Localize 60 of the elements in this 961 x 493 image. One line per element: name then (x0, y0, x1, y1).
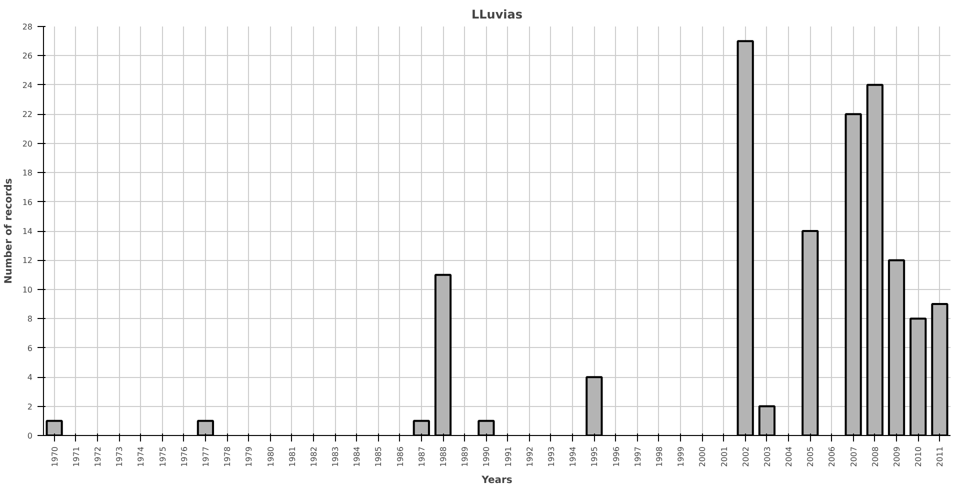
x-tick-label: 2010 (914, 446, 924, 467)
x-tick-label: 2004 (784, 446, 794, 467)
y-tick-label: 2 (27, 402, 33, 412)
x-tick-label: 1986 (396, 446, 405, 467)
x-tick-label: 2003 (762, 446, 772, 467)
x-tick-label: 1991 (504, 446, 513, 467)
x-tick-label: 1977 (201, 446, 210, 467)
x-tick-label: 2005 (806, 446, 816, 467)
x-tick-label: 2009 (892, 446, 902, 467)
x-tick-label: 1972 (93, 446, 102, 467)
x-tick-label: 1990 (482, 446, 492, 467)
y-tick-label: 20 (22, 139, 33, 148)
y-tick-label: 8 (27, 314, 33, 324)
x-tick-label: 2002 (741, 446, 750, 467)
x-tick-label: 2000 (698, 446, 708, 467)
x-tick-label: 1987 (417, 446, 426, 467)
y-tick-label: 4 (27, 373, 33, 382)
x-tick-label: 2008 (870, 446, 880, 467)
x-tick-label: 1978 (223, 446, 232, 467)
chart-title: LLuvias (471, 8, 523, 22)
x-tick-label: 1992 (525, 446, 534, 467)
x-tick-label: 1994 (568, 446, 578, 467)
x-tick-label: 1999 (676, 446, 686, 467)
y-tick-label: 6 (27, 344, 33, 353)
x-tick-label: 2011 (936, 446, 945, 467)
x-tick-label: 1998 (654, 446, 664, 467)
x-tick-label: 1974 (136, 446, 146, 467)
x-tick-label: 1971 (72, 446, 81, 467)
x-tick-label: 1979 (244, 446, 254, 467)
x-tick-label: 1988 (439, 446, 448, 467)
x-tick-label: 1975 (158, 446, 168, 467)
x-tick-label: 1997 (633, 446, 642, 467)
y-tick-label: 18 (22, 168, 33, 178)
y-tick-label: 0 (27, 432, 33, 440)
x-tick-label: 1996 (612, 446, 621, 467)
x-tick-label: 1995 (590, 446, 600, 467)
y-tick-label: 24 (22, 80, 33, 90)
y-tick-label: 14 (22, 227, 33, 236)
y-tick-label: 10 (22, 285, 33, 294)
y-tick-label: 28 (22, 22, 33, 32)
y-tick-label: 12 (22, 256, 33, 266)
y-axis-title: Number of records (3, 178, 14, 284)
x-tick-label: 1981 (288, 446, 297, 467)
x-tick-label: 1984 (352, 446, 362, 467)
x-tick-label: 1985 (374, 446, 384, 467)
x-tick-label: 1983 (331, 446, 340, 467)
y-tick-label: 16 (22, 198, 33, 207)
x-tick-label: 1982 (309, 446, 318, 467)
x-tick-label: 1973 (115, 446, 124, 467)
x-tick-label: 1980 (266, 446, 276, 467)
y-tick-label: 26 (22, 52, 33, 61)
x-tick-label: 1993 (546, 446, 556, 467)
x-tick-label: 1976 (180, 446, 189, 467)
x-tick-label: 1970 (50, 446, 60, 467)
x-tick-label: 1989 (460, 446, 470, 467)
x-tick-label: 2001 (720, 446, 729, 467)
y-tick-label: 22 (22, 110, 33, 120)
x-tick-label: 2006 (828, 446, 837, 467)
x-tick-label: 2007 (849, 446, 858, 467)
x-axis-title: Years (480, 474, 512, 486)
